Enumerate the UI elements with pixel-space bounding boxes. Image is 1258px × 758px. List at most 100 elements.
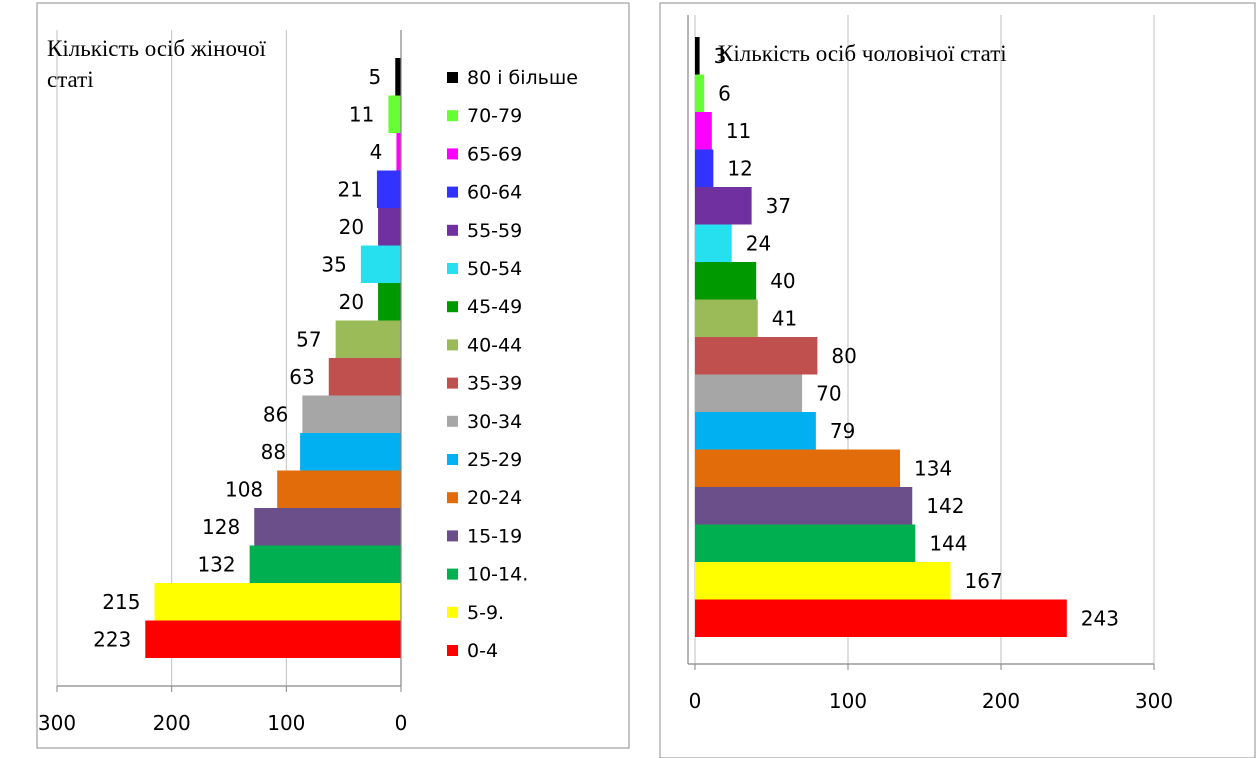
legend-swatch bbox=[447, 186, 458, 198]
female-data-label: 20 bbox=[339, 215, 364, 239]
legend-swatch bbox=[447, 645, 458, 656]
female-bar-65-69 bbox=[396, 133, 401, 171]
male-bar-10-14. bbox=[695, 524, 916, 562]
male-data-label: 24 bbox=[746, 231, 771, 255]
male-bar-25-29 bbox=[695, 412, 816, 450]
legend-label: 70-79 bbox=[467, 105, 522, 127]
female-chart-title-line1: Кількість осіб жіночої bbox=[47, 36, 266, 61]
male-tick-label: 0 bbox=[689, 689, 702, 713]
male-bar-70-79 bbox=[695, 74, 705, 112]
male-bar-55-59 bbox=[695, 187, 752, 225]
female-bar-15-19 bbox=[254, 508, 401, 546]
male-tick-label: 100 bbox=[829, 689, 867, 713]
legend-label: 10-14. bbox=[467, 564, 528, 586]
legend-swatch bbox=[447, 454, 458, 465]
female-chart-frame bbox=[36, 2, 630, 749]
female-bar-25-29 bbox=[300, 433, 401, 471]
female-bar-40-44 bbox=[335, 320, 401, 358]
legend-swatch bbox=[447, 72, 458, 83]
female-bar-20-24 bbox=[277, 470, 401, 508]
female-data-label: 86 bbox=[263, 402, 288, 426]
legend-label: 55-59 bbox=[467, 220, 522, 242]
male-data-label: 79 bbox=[830, 419, 855, 443]
male-bar-40-44 bbox=[695, 299, 758, 337]
legend-swatch bbox=[447, 339, 458, 351]
male-bar-45-49 bbox=[695, 262, 757, 300]
legend-label: 35-39 bbox=[467, 373, 522, 395]
male-data-label: 144 bbox=[929, 531, 967, 555]
legend-swatch bbox=[447, 606, 458, 618]
legend-label: 50-54 bbox=[467, 258, 522, 280]
female-chart-title-line2: статі bbox=[47, 67, 94, 92]
male-data-label: 3 bbox=[714, 44, 727, 68]
legend-swatch bbox=[447, 263, 458, 274]
male-tick-label: 200 bbox=[982, 689, 1020, 713]
male-data-label: 243 bbox=[1081, 606, 1119, 630]
male-data-label: 12 bbox=[727, 156, 752, 180]
male-bar-0-4 bbox=[695, 599, 1067, 637]
male-bar-30-34 bbox=[695, 374, 803, 412]
male-data-label: 37 bbox=[766, 194, 791, 218]
legend-label: 15-19 bbox=[467, 525, 522, 547]
legend-swatch bbox=[447, 568, 458, 580]
male-data-label: 142 bbox=[926, 494, 964, 518]
legend-label: 25-29 bbox=[467, 449, 522, 471]
legend-label: 65-69 bbox=[467, 143, 522, 165]
female-bars bbox=[145, 58, 401, 658]
female-x-axis: 300 200 100 0 bbox=[38, 30, 407, 735]
male-data-label: 41 bbox=[772, 306, 797, 330]
male-chart-frame bbox=[659, 2, 1256, 758]
female-data-label: 128 bbox=[202, 515, 240, 539]
male-data-label: 80 bbox=[831, 344, 856, 368]
male-bars bbox=[695, 37, 1067, 637]
male-bar-5-9. bbox=[695, 562, 951, 600]
legend: 80 і більше 70-79 65-69 60-64 55-59 50-54 45-4… bbox=[447, 67, 578, 662]
male-data-label: 167 bbox=[965, 569, 1003, 593]
female-tick-label: 100 bbox=[267, 711, 305, 735]
female-data-label: 63 bbox=[289, 365, 314, 389]
female-bar-30-34 bbox=[302, 395, 401, 433]
female-data-label: 215 bbox=[102, 590, 140, 614]
female-bar-80 і більше bbox=[395, 58, 401, 96]
male-data-labels: 243 167 144 142 134 79 70 80 41 40 24 37 12 11 6 3 bbox=[714, 44, 1119, 631]
female-data-label: 88 bbox=[261, 440, 286, 464]
male-data-label: 11 bbox=[726, 119, 751, 143]
legend-swatch bbox=[447, 148, 458, 160]
female-data-label: 132 bbox=[197, 552, 235, 576]
female-bar-60-64 bbox=[376, 170, 401, 208]
male-tick-label: 300 bbox=[1135, 689, 1173, 713]
male-bar-80 і більше bbox=[695, 37, 700, 75]
female-bar-35-39 bbox=[328, 358, 401, 396]
legend-swatch bbox=[447, 377, 458, 389]
female-data-label: 11 bbox=[349, 102, 374, 126]
female-bar-10-14. bbox=[249, 545, 401, 583]
male-bar-60-64 bbox=[695, 149, 714, 187]
legend-label: 20-24 bbox=[467, 487, 522, 509]
male-bar-20-24 bbox=[695, 449, 901, 487]
female-data-label: 35 bbox=[321, 252, 346, 276]
legend-label: 40-44 bbox=[467, 334, 522, 356]
male-bar-35-39 bbox=[695, 337, 818, 375]
female-bar-5-9. bbox=[154, 583, 401, 621]
male-data-label: 6 bbox=[718, 81, 731, 105]
male-x-axis: 0 100 200 300 bbox=[687, 15, 1173, 713]
female-data-label: 20 bbox=[339, 290, 364, 314]
legend-swatch bbox=[447, 492, 458, 504]
female-bar-50-54 bbox=[360, 245, 401, 283]
male-bar-50-54 bbox=[695, 224, 732, 262]
legend-label: 45-49 bbox=[467, 296, 522, 318]
female-bar-45-49 bbox=[378, 283, 401, 321]
male-data-label: 40 bbox=[770, 269, 795, 293]
legend-label: 30-34 bbox=[467, 411, 522, 433]
legend-label: 60-64 bbox=[467, 182, 522, 204]
male-data-label: 134 bbox=[914, 456, 952, 480]
female-data-label: 108 bbox=[225, 477, 263, 501]
female-data-label: 57 bbox=[296, 327, 321, 351]
female-bar-70-79 bbox=[388, 95, 401, 133]
legend-label: 0-4 bbox=[467, 640, 498, 662]
female-data-label: 4 bbox=[370, 140, 383, 164]
male-chart-title: Кількість осіб чоловічої статі bbox=[718, 41, 1007, 66]
male-data-label: 70 bbox=[816, 381, 841, 405]
